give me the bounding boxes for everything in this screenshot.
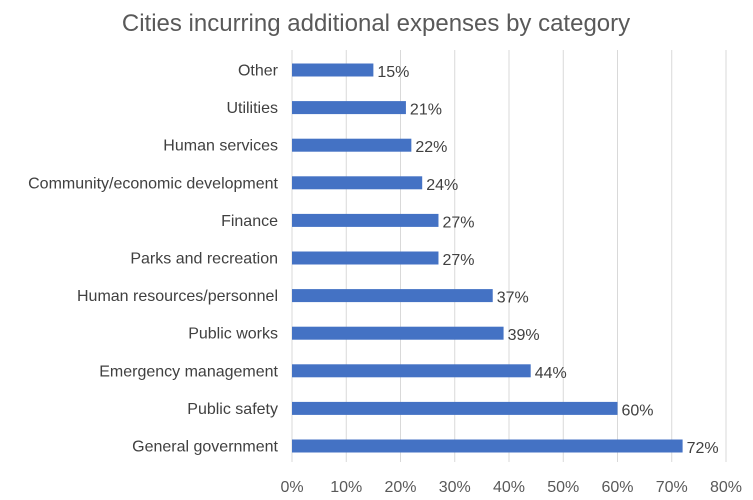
category-label: Finance	[221, 213, 278, 230]
bar	[292, 63, 374, 77]
bar	[292, 251, 439, 265]
data-labels: 15% 21% 22% 24% 27% 27% 37% 39% 44% 60% 72%	[377, 64, 718, 457]
x-tick-label: 40%	[493, 479, 525, 496]
bar	[292, 401, 618, 415]
x-tick-label: 70%	[656, 479, 688, 496]
data-label: 60%	[622, 402, 654, 419]
bar	[292, 176, 423, 190]
data-label: 21%	[410, 102, 442, 119]
data-label: 72%	[687, 440, 719, 457]
category-label: Human resources/personnel	[77, 288, 278, 305]
x-tick-label: 10%	[330, 479, 362, 496]
x-axis-tick-labels: 0% 10% 20% 30% 40% 50% 60% 70% 80%	[280, 479, 742, 496]
bar	[292, 138, 412, 152]
x-tick-label: 0%	[280, 479, 303, 496]
category-labels: Other Utilities Human services Community/ec…	[28, 63, 279, 456]
bar	[292, 213, 439, 227]
gridlines	[291, 50, 727, 462]
data-label: 24%	[426, 177, 458, 194]
x-tick-label: 80%	[710, 479, 742, 496]
data-label: 37%	[497, 290, 529, 307]
data-label: 44%	[535, 365, 567, 382]
x-tick-label: 20%	[384, 479, 416, 496]
bar	[292, 364, 531, 378]
x-tick-label: 50%	[547, 479, 579, 496]
x-tick-label: 60%	[601, 479, 633, 496]
category-label: General government	[132, 439, 278, 456]
bar	[292, 326, 504, 340]
data-label: 39%	[508, 327, 540, 344]
bar	[292, 101, 406, 115]
category-label: Community/economic development	[28, 175, 278, 192]
category-label: Utilities	[226, 100, 278, 117]
data-label: 22%	[415, 139, 447, 156]
chart-title: Cities incurring additional expenses by …	[122, 10, 630, 37]
category-label: Public works	[188, 326, 278, 343]
category-label: Emergency management	[99, 363, 278, 380]
data-label: 15%	[377, 64, 409, 81]
bars	[292, 63, 683, 453]
data-label: 27%	[442, 252, 474, 269]
bar	[292, 289, 493, 303]
x-tick-label: 30%	[439, 479, 471, 496]
category-label: Public safety	[187, 401, 278, 418]
category-label: Other	[238, 63, 279, 80]
data-label: 27%	[442, 214, 474, 231]
bar	[292, 439, 683, 453]
category-label: Parks and recreation	[130, 251, 278, 268]
category-label: Human services	[163, 138, 278, 155]
